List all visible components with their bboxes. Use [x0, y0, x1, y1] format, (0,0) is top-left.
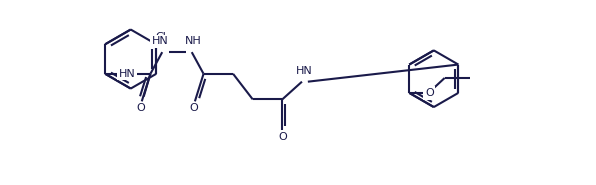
Text: HN: HN — [296, 66, 312, 76]
Text: O: O — [136, 103, 145, 113]
Text: NH: NH — [185, 36, 202, 46]
Text: Cl: Cl — [156, 32, 166, 42]
Text: O: O — [425, 88, 434, 98]
Text: HN: HN — [152, 36, 169, 46]
Text: O: O — [190, 103, 198, 113]
Text: O: O — [278, 132, 287, 142]
Text: HN: HN — [119, 69, 135, 79]
